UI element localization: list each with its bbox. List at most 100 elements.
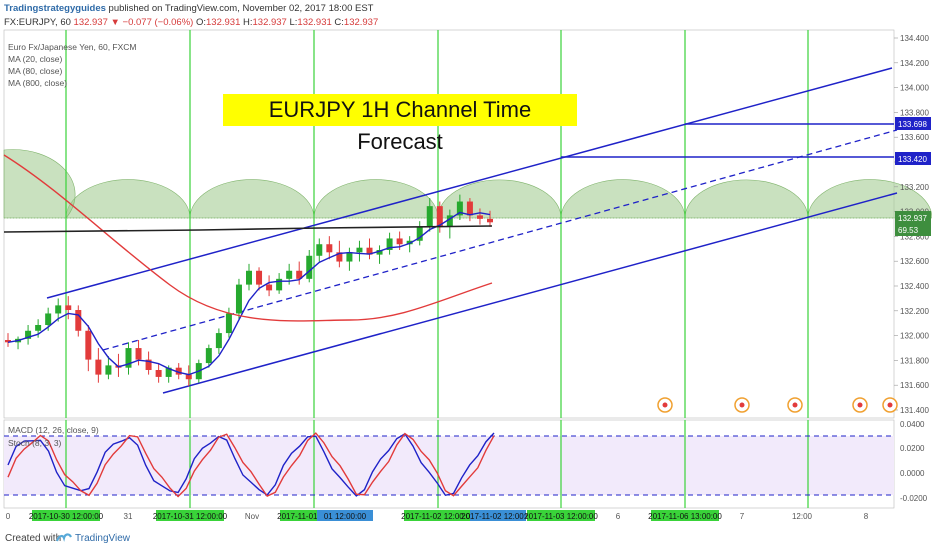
- stoch-d-line: [7, 432, 495, 498]
- x-highlight: [280, 510, 348, 521]
- x-axis-tick: 7: [740, 512, 745, 521]
- x-axis-tick: 0: [6, 512, 11, 521]
- price-label-box: [895, 117, 931, 130]
- legend-ma800[interactable]: MA (800, close): [8, 78, 68, 88]
- chart-title-annotation[interactable]: EURJPY 1H Channel Time Forecast: [223, 94, 577, 154]
- candle-body: [225, 313, 232, 334]
- candle-body: [426, 206, 433, 227]
- y-axis-tick: 134.200: [900, 59, 929, 68]
- candle-body: [487, 218, 493, 223]
- high-value: 132.937: [252, 17, 287, 28]
- candle-body: [75, 310, 82, 331]
- candle-body: [346, 252, 353, 262]
- y-axis-tick: 132.000: [900, 332, 929, 341]
- tradingview-logo-icon: [55, 531, 73, 548]
- x-highlight: [156, 510, 224, 521]
- osc-axis-tick: 0.0400: [900, 420, 925, 429]
- x-axis-tick: 2017-11-02 12:00:00: [461, 512, 535, 521]
- y-axis-tick: 132.400: [900, 282, 929, 291]
- price-label: 133.698: [898, 120, 927, 129]
- candle-body: [446, 215, 453, 227]
- cycle-arc: [684, 179, 809, 219]
- candle-body: [316, 244, 323, 256]
- x-axis-tick: 6: [616, 512, 621, 521]
- candle-body: [416, 226, 423, 241]
- candle-body: [256, 270, 263, 285]
- candle-body: [95, 359, 102, 375]
- channel-lower: [162, 192, 898, 394]
- x-axis-tick: 2017-10-31 12:00:00: [153, 512, 228, 521]
- legend-macd[interactable]: MACD (12, 26, close, 9): [8, 425, 99, 435]
- candle-body: [466, 201, 473, 216]
- channel-mid: [102, 129, 898, 351]
- price-label: 69.53: [898, 226, 919, 235]
- symbol-line: FX:EURJPY, 60 132.937 ▼ −0.077 (−0.06%) …: [4, 16, 378, 29]
- candle-body: [436, 206, 443, 227]
- candle-body: [386, 238, 393, 250]
- event-marker-dot: [857, 402, 863, 408]
- candle-body: [25, 330, 32, 339]
- candle-body: [296, 270, 303, 279]
- legend-ma20[interactable]: MA (20, close): [8, 54, 63, 64]
- candle-body: [205, 348, 212, 364]
- candle-body: [456, 201, 463, 216]
- price-label-box: [895, 152, 931, 165]
- published-text: published on TradingView.com, November 0…: [105, 3, 374, 14]
- open-value: 132.931: [206, 17, 241, 28]
- ma800-line: [3, 225, 493, 233]
- chart-canvas[interactable]: 134.400 134.200 134.000 133.800 133.600 133.4…: [0, 0, 932, 528]
- candle-body: [266, 284, 273, 291]
- author-link[interactable]: Tradingstrategyguides: [4, 3, 106, 14]
- ma20-line: [7, 211, 491, 376]
- x-axis-tick: 31: [124, 512, 133, 521]
- candle-body: [45, 313, 52, 325]
- cycle-arc: [560, 179, 686, 219]
- open-label: O:: [195, 17, 207, 28]
- candle-body: [306, 255, 313, 279]
- candle-body: [336, 252, 343, 262]
- candle-body: [396, 238, 403, 245]
- x-axis-tick: 2017-11-03 12:00:00: [524, 512, 598, 521]
- y-axis-tick: 132.600: [900, 257, 929, 266]
- close-label: C:: [334, 17, 344, 28]
- event-marker-dot: [887, 402, 893, 408]
- symbol-label[interactable]: FX:EURJPY, 60: [4, 17, 71, 28]
- candle-body: [406, 240, 413, 245]
- candle-body: [85, 330, 92, 360]
- x-axis-tick: 12:00: [792, 512, 813, 521]
- cycle-arc: [313, 179, 439, 219]
- y-axis-tick: 133.200: [900, 183, 929, 192]
- x-highlight: [404, 510, 472, 521]
- candle-body: [215, 333, 222, 349]
- x-highlight: [651, 510, 719, 521]
- y-axis-tick: 131.800: [900, 356, 929, 365]
- legend-instrument: Euro Fx/Japanese Yen, 60, FXCM: [8, 42, 137, 52]
- footer: Created with TradingView: [0, 528, 932, 550]
- close-value: 132.937: [343, 17, 379, 28]
- event-marker-dot: [792, 402, 798, 408]
- osc-axis-tick: -0.0200: [900, 494, 928, 503]
- candle-body: [276, 278, 283, 291]
- candle-body: [185, 374, 192, 380]
- y-axis-tick: 133.800: [900, 108, 929, 117]
- tradingview-brand[interactable]: TradingView: [75, 533, 131, 544]
- y-axis-tick: 133.600: [900, 133, 929, 142]
- x-axis-tick: 8: [864, 512, 869, 521]
- candle-body: [175, 367, 182, 375]
- candle-body: [326, 244, 333, 253]
- channel-upper: [46, 67, 893, 299]
- last-price: 132.937: [73, 17, 108, 28]
- legend-stoch[interactable]: Stoch (8, 3, 3): [8, 438, 62, 448]
- legend-ma80[interactable]: MA (80, close): [8, 66, 63, 76]
- price-label-box: [895, 223, 931, 236]
- price-label-box: [895, 211, 931, 224]
- event-marker-dot: [662, 402, 668, 408]
- price-label: 132.937: [898, 214, 927, 223]
- candle-body: [376, 250, 383, 255]
- osc-axis-tick: 0.0200: [900, 444, 925, 453]
- x-highlight: [470, 510, 526, 521]
- low-label: L:: [289, 17, 298, 28]
- y-axis-tick: 131.400: [900, 406, 929, 415]
- candle-body: [366, 247, 373, 255]
- chart-header: Tradingstrategyguides published on Tradi…: [0, 0, 932, 30]
